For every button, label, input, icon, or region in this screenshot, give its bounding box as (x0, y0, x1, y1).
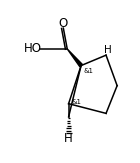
Text: HO: HO (24, 42, 42, 55)
Polygon shape (67, 49, 82, 67)
Text: &1: &1 (71, 99, 81, 105)
Text: &1: &1 (84, 68, 94, 74)
Text: O: O (59, 17, 68, 30)
Text: H: H (64, 132, 73, 145)
Text: H: H (104, 45, 111, 55)
